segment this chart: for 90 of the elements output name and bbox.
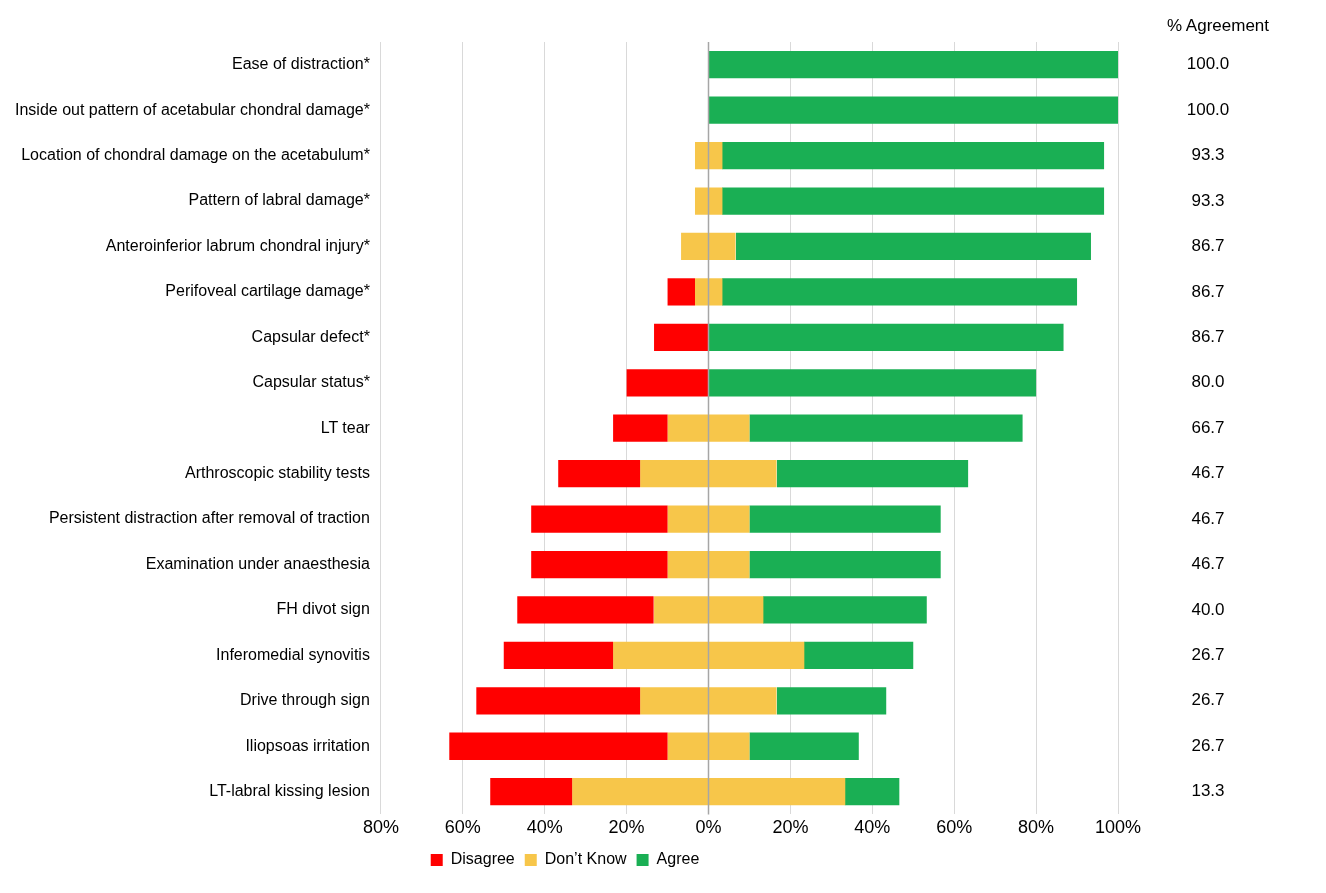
bar	[681, 232, 736, 261]
bar	[709, 369, 1037, 397]
data-label: 66.7	[1191, 417, 1225, 437]
data-label: 46.7	[1191, 463, 1225, 483]
data-label: 93.3	[1191, 190, 1225, 210]
bar	[640, 687, 777, 715]
bar	[709, 51, 1118, 79]
bar	[803, 641, 914, 670]
bar	[844, 778, 900, 806]
bar	[749, 505, 941, 533]
bar	[654, 323, 708, 351]
y-tick-label: Location of chondral damage on the acetabulum*	[21, 145, 370, 163]
data-label: 80.0	[1191, 372, 1225, 392]
bar	[626, 369, 708, 397]
y-tick-label: Drive through sign	[240, 691, 370, 709]
x-tick-label: 40%	[854, 817, 891, 838]
bar	[722, 278, 1078, 306]
bar	[558, 460, 641, 488]
bar	[749, 414, 1023, 442]
bar	[776, 687, 887, 715]
x-tick-label: 40%	[526, 817, 563, 838]
bar	[613, 414, 668, 442]
data-label: 100.0	[1186, 99, 1230, 119]
bar	[572, 778, 846, 806]
y-tick-label: Inferomedial synovitis	[216, 645, 370, 663]
bar	[640, 460, 777, 488]
y-tick-label: Iliopsoas irritation	[245, 736, 370, 754]
data-label: 26.7	[1191, 690, 1225, 710]
bar	[667, 414, 750, 442]
bar	[503, 641, 614, 670]
data-label: 100.0	[1186, 54, 1230, 74]
y-tick-label: Anteroinferior labrum chondral injury*	[105, 236, 370, 254]
y-tick-label: LT-labral kissing lesion	[209, 782, 370, 800]
text: % Agreement	[1166, 15, 1270, 35]
x-tick-label: 80%	[1018, 817, 1055, 838]
bar	[449, 732, 668, 760]
bar	[654, 596, 764, 624]
bar	[667, 550, 750, 579]
bar	[531, 550, 668, 579]
bar	[531, 505, 668, 533]
legend-label: Agree	[656, 850, 700, 868]
bar	[476, 687, 641, 715]
bar	[776, 460, 969, 488]
y-tick-label: Pattern of labral damage*	[188, 191, 370, 209]
data-label: 86.7	[1191, 236, 1225, 256]
bar	[667, 732, 750, 760]
y-tick-label: Capsular defect*	[251, 327, 370, 345]
bar	[694, 141, 723, 170]
y-tick-label: Examination under anaesthesia	[145, 554, 370, 572]
x-tick-label: 20%	[772, 817, 809, 838]
legend-label: Disagree	[450, 850, 515, 868]
y-tick-label: Perifoveal cartilage damage*	[165, 282, 370, 300]
bar	[749, 550, 941, 579]
data-label: 26.7	[1191, 645, 1225, 665]
bar	[749, 732, 859, 760]
x-tick-label: 20%	[608, 817, 645, 838]
x-tick-label: 0%	[695, 817, 722, 838]
y-tick-label: LT tear	[320, 418, 371, 436]
data-label: 46.7	[1191, 554, 1225, 574]
y-tick-label: Arthroscopic stability tests	[184, 464, 370, 482]
data-label: 86.7	[1191, 327, 1225, 347]
legend-label: Don’t Know	[544, 850, 628, 868]
y-tick-label: Inside out pattern of acetabular chondral damage*	[15, 100, 370, 118]
bar	[709, 96, 1118, 124]
data-label: 26.7	[1191, 735, 1225, 755]
data-label: 40.0	[1191, 599, 1225, 619]
bar	[694, 187, 723, 215]
bar	[735, 232, 1091, 261]
data-label: 46.7	[1191, 508, 1225, 528]
bar	[667, 278, 695, 306]
bar	[709, 323, 1064, 351]
y-tick-label: Persistent distraction after removal of traction	[48, 509, 370, 527]
bar	[490, 778, 573, 806]
bar	[613, 641, 805, 670]
bar	[694, 278, 723, 306]
data-label: 86.7	[1191, 281, 1225, 301]
bar	[667, 505, 750, 533]
y-tick-label: Ease of distraction*	[232, 55, 370, 73]
bar	[762, 596, 927, 624]
data-label: 93.3	[1191, 145, 1225, 165]
data-label: 13.3	[1191, 781, 1225, 801]
x-tick-label: 80%	[362, 817, 399, 838]
y-tick-label: FH divot sign	[276, 600, 370, 618]
x-tick-label: 60%	[444, 817, 481, 838]
x-tick-label: 100%	[1094, 817, 1142, 838]
x-tick-label: 60%	[936, 817, 973, 838]
bar	[722, 141, 1105, 170]
bar	[517, 596, 654, 624]
y-tick-label: Capsular status*	[252, 373, 370, 391]
bar	[722, 187, 1105, 215]
